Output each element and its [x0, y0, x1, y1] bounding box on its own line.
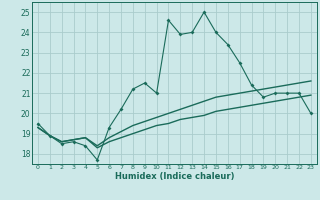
X-axis label: Humidex (Indice chaleur): Humidex (Indice chaleur) — [115, 172, 234, 181]
